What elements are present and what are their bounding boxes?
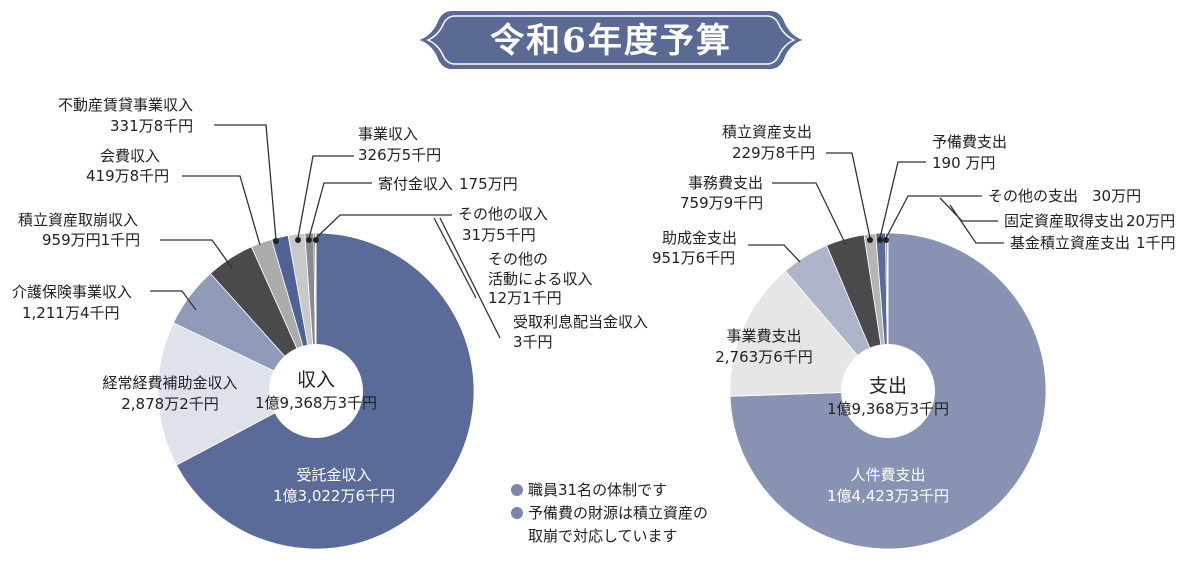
income-label-value-6: 326万5千円 (358, 146, 441, 164)
income-slice-label-0: 受託金収入 1億3,022万6千円 (273, 466, 395, 505)
income-slice-label-1: 経常経費補助金収入 2,878万2千円 (102, 374, 237, 413)
income-leader-3 (160, 239, 233, 269)
expense-leader-8 (949, 204, 1004, 244)
note-2b: 取崩で対応しています (528, 527, 678, 545)
income-center-hole (269, 344, 363, 438)
income-label-value-8: 31万5千円 (462, 226, 536, 244)
income-leader-6 (297, 155, 354, 239)
income-label-name-8: その他の収入 (458, 205, 548, 223)
expense-label-name-6: その他の支出 30万円 (988, 187, 1141, 205)
income-label-name-2: 介護保険事業収入 (12, 283, 132, 301)
income-center-title: 収入 (297, 369, 335, 391)
expense-label-value-4: 229万8千円 (732, 144, 815, 162)
income-leader-9 (433, 217, 477, 299)
expense-slice-label-1: 事業費支出 2,763万6千円 (715, 327, 813, 366)
income-label-name-1: 経常経費補助金収入 (102, 374, 237, 392)
income-slice-label-8: その他の収入 31万5千円 (313, 205, 548, 244)
expense-label-name-0: 人件費支出 (850, 466, 925, 484)
expense-center-title: 支出 (869, 375, 907, 397)
expense-label-name-2: 助成金支出 (662, 229, 737, 247)
expense-label-value-0: 1億4,423万3千円 (827, 487, 949, 505)
expense-slice-label-8: 基金積立資産支出 1千円 (949, 204, 1176, 252)
income-slice-label-4: 会費収入 419万8千円 (86, 147, 261, 246)
expense-label-name-7: 固定資産取得支出 20万円 (1004, 212, 1175, 230)
expense-slice-1 (729, 270, 889, 397)
income-label-name-9a: その他の (488, 250, 548, 268)
expense-center-total: 1億9,368万3千円 (827, 400, 949, 418)
income-slice-label-6: 事業収入 326万5千円 (295, 125, 441, 243)
expense-slice-label-7: 固定資産取得支出 20万円 (939, 197, 1175, 230)
income-label-name-5: 不動産賃貸事業収入 (58, 96, 193, 114)
income-label-name-10: 受取利息配当金収入 (513, 313, 648, 331)
expense-label-value-2: 951万6千円 (652, 249, 735, 267)
income-label-name-7: 寄付金収入 175万円 (378, 175, 518, 193)
note-2a: 予備費の財源は積立資産の (528, 504, 708, 522)
income-label-name-6: 事業収入 (358, 125, 418, 143)
income-slice-label-7: 寄付金収入 175万円 (306, 175, 518, 243)
page-title: 令和6年度予算 (490, 21, 732, 61)
expense-label-name-5: 予備費支出 (932, 133, 1007, 151)
note-bullet-2 (511, 507, 523, 519)
income-label-value-0: 1億3,022万6千円 (273, 487, 395, 505)
income-slice-label-2: 介護保険事業収入 1,211万4千円 (12, 283, 197, 322)
income-label-value-5: 331万8千円 (110, 117, 193, 135)
expense-leader-7 (939, 197, 998, 222)
income-label-value-2: 1,211万4千円 (22, 304, 120, 322)
expense-leader-5 (879, 161, 926, 239)
income-slice-label-3: 積立資産取崩収入 959万円1千円 (18, 211, 233, 269)
income-label-name-3: 積立資産取崩収入 (18, 211, 138, 229)
income-leader-10 (439, 217, 501, 339)
expense-slice-label-0: 人件費支出 1億4,423万3千円 (827, 466, 949, 505)
expense-slice-label-2: 助成金支出 951万6千円 (652, 229, 801, 267)
income-leader-7 (308, 182, 372, 239)
expense-label-name-3: 事務費支出 (688, 174, 763, 192)
income-slice-label-9: その他の 活動による収入 12万1千円 (433, 217, 593, 307)
income-leader-2 (150, 290, 197, 311)
note-bullet-1 (511, 484, 523, 496)
expense-slice-label-4: 積立資産支出 229万8千円 (722, 123, 873, 243)
income-leader-8 (315, 214, 452, 239)
expense-slice-label-6: その他の支出 30万円 (883, 187, 1141, 243)
expense-leader-3 (772, 182, 847, 246)
income-label-value-3: 959万円1千円 (42, 231, 140, 249)
expense-label-name-1: 事業費支出 (726, 327, 801, 345)
income-center-total: 1億9,368万3千円 (255, 394, 377, 412)
expense-slice-label-5: 予備費支出 190 万円 (877, 133, 1007, 243)
expense-label-name-8: 基金積立資産支出 1千円 (1010, 234, 1176, 252)
expense-leader-2 (748, 244, 801, 263)
notes: 職員31名の体制です 予備費の財源は積立資産の 取崩で対応しています (511, 481, 708, 545)
income-label-value-9: 12万1千円 (488, 289, 562, 307)
expense-label-value-5: 190 万円 (932, 154, 995, 172)
income-label-value-10: 3千円 (513, 333, 553, 351)
income-label-value-4: 419万8千円 (86, 167, 169, 185)
note-1: 職員31名の体制です (528, 481, 667, 499)
income-label-name-4: 会費収入 (100, 147, 160, 165)
income-label-value-1: 2,878万2千円 (121, 395, 219, 413)
income-label-name-9b: 活動による収入 (488, 270, 593, 288)
expense-label-name-4: 積立資産支出 (722, 123, 812, 141)
income-slice-label-5: 不動産賃貸事業収入 331万8千円 (58, 96, 279, 244)
income-slice-1 (157, 322, 317, 466)
expense-slice-label-3: 事務費支出 759万9千円 (680, 174, 847, 246)
expense-leader-4 (826, 152, 871, 239)
income-leader-5 (214, 124, 277, 241)
expense-label-value-1: 2,763万6千円 (715, 348, 813, 366)
expense-center-hole (841, 344, 935, 438)
title-banner: 令和6年度予算 (419, 11, 803, 69)
income-label-name-0: 受託金収入 (296, 466, 371, 484)
income-leader-4 (182, 175, 261, 246)
expense-label-value-3: 759万9千円 (680, 194, 763, 212)
income-slice-label-10: 受取利息配当金収入 3千円 (439, 217, 648, 351)
expense-leader-6 (885, 195, 982, 239)
